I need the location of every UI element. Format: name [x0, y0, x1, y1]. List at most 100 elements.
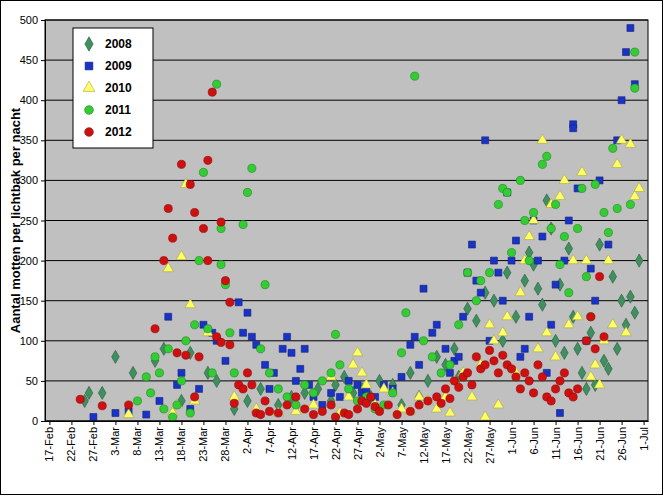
point [173, 401, 181, 409]
point [516, 385, 524, 393]
point [507, 249, 515, 257]
point [308, 399, 319, 408]
point [494, 200, 502, 208]
point [98, 402, 106, 410]
point [156, 397, 163, 404]
point [195, 257, 203, 265]
point [217, 218, 225, 226]
x-tick-label: 22-Feb [65, 427, 77, 462]
y-tick: 450 [20, 54, 45, 66]
point [547, 222, 555, 235]
point [477, 289, 484, 296]
legend-entry: 2008 [85, 37, 132, 51]
point [534, 361, 542, 369]
x-tick: 27-May [484, 421, 496, 464]
point [539, 233, 546, 240]
point [543, 152, 551, 160]
point [565, 217, 572, 224]
point [186, 409, 194, 417]
point [577, 166, 588, 175]
legend-box [73, 28, 153, 148]
y-tick-mark [41, 60, 45, 61]
point [309, 389, 317, 397]
y-tick-label: 450 [20, 54, 38, 66]
point [191, 393, 199, 401]
point [556, 377, 564, 385]
x-tick-mark [291, 421, 292, 425]
y-tick: 250 [20, 215, 45, 227]
x-tick-mark [424, 421, 425, 425]
legend-marker [85, 62, 93, 70]
plot-frame [45, 20, 648, 421]
point [389, 389, 397, 397]
point [583, 337, 590, 344]
point [336, 393, 343, 400]
point [243, 188, 251, 196]
point [547, 224, 555, 232]
point [297, 365, 304, 372]
x-tick: 2-May [374, 421, 386, 458]
point [112, 350, 120, 363]
point [129, 366, 137, 379]
point [257, 382, 265, 395]
x-tick: 13-Mar [153, 421, 165, 462]
point [468, 381, 476, 389]
point [169, 413, 177, 421]
point [261, 281, 269, 289]
point [429, 329, 436, 336]
point [626, 200, 634, 208]
legend-label: 2012 [105, 125, 132, 139]
series-2008 [81, 194, 643, 416]
point [226, 298, 234, 306]
y-tick: 100 [20, 335, 45, 347]
point [570, 125, 577, 132]
point [605, 362, 613, 375]
point [467, 391, 478, 400]
point [455, 383, 463, 391]
point [446, 394, 454, 402]
y-tick-label: 0 [32, 415, 38, 427]
y-tick-mark [41, 421, 45, 422]
point [627, 290, 635, 303]
point [578, 184, 586, 192]
point [600, 333, 608, 341]
point [574, 224, 582, 232]
point [538, 373, 546, 381]
point [257, 411, 265, 419]
x-tick-label: 6-Jun [528, 427, 540, 455]
point [327, 401, 335, 409]
point [178, 369, 185, 376]
point [437, 399, 445, 407]
point [600, 208, 608, 216]
x-tick-label: 23-Mar [197, 427, 209, 462]
point [578, 366, 586, 379]
point [516, 176, 524, 184]
x-tick-label: 8-Mar [131, 427, 143, 456]
point [525, 377, 533, 385]
point [196, 385, 203, 392]
point [508, 257, 515, 264]
point [345, 385, 353, 393]
plot: 05010015020025030035040045050017-Feb22-F… [20, 14, 650, 464]
point [631, 306, 639, 319]
point [160, 257, 168, 265]
x-tick-mark [313, 421, 314, 425]
point [503, 266, 511, 279]
legend: 20082009201020112012 [73, 28, 153, 148]
y-tick: 350 [20, 134, 45, 146]
x-tick-mark [578, 421, 579, 425]
x-tick-label: 27-Apr [352, 427, 364, 460]
grid-line [45, 220, 648, 221]
point [612, 158, 623, 167]
point [560, 232, 568, 240]
point [292, 401, 300, 409]
grid-line [45, 180, 648, 181]
point [424, 397, 432, 405]
point [375, 407, 383, 415]
point [552, 334, 560, 347]
point [169, 234, 177, 242]
y-tick-mark [41, 261, 45, 262]
point [327, 369, 335, 377]
point [565, 289, 573, 297]
point [176, 251, 187, 260]
